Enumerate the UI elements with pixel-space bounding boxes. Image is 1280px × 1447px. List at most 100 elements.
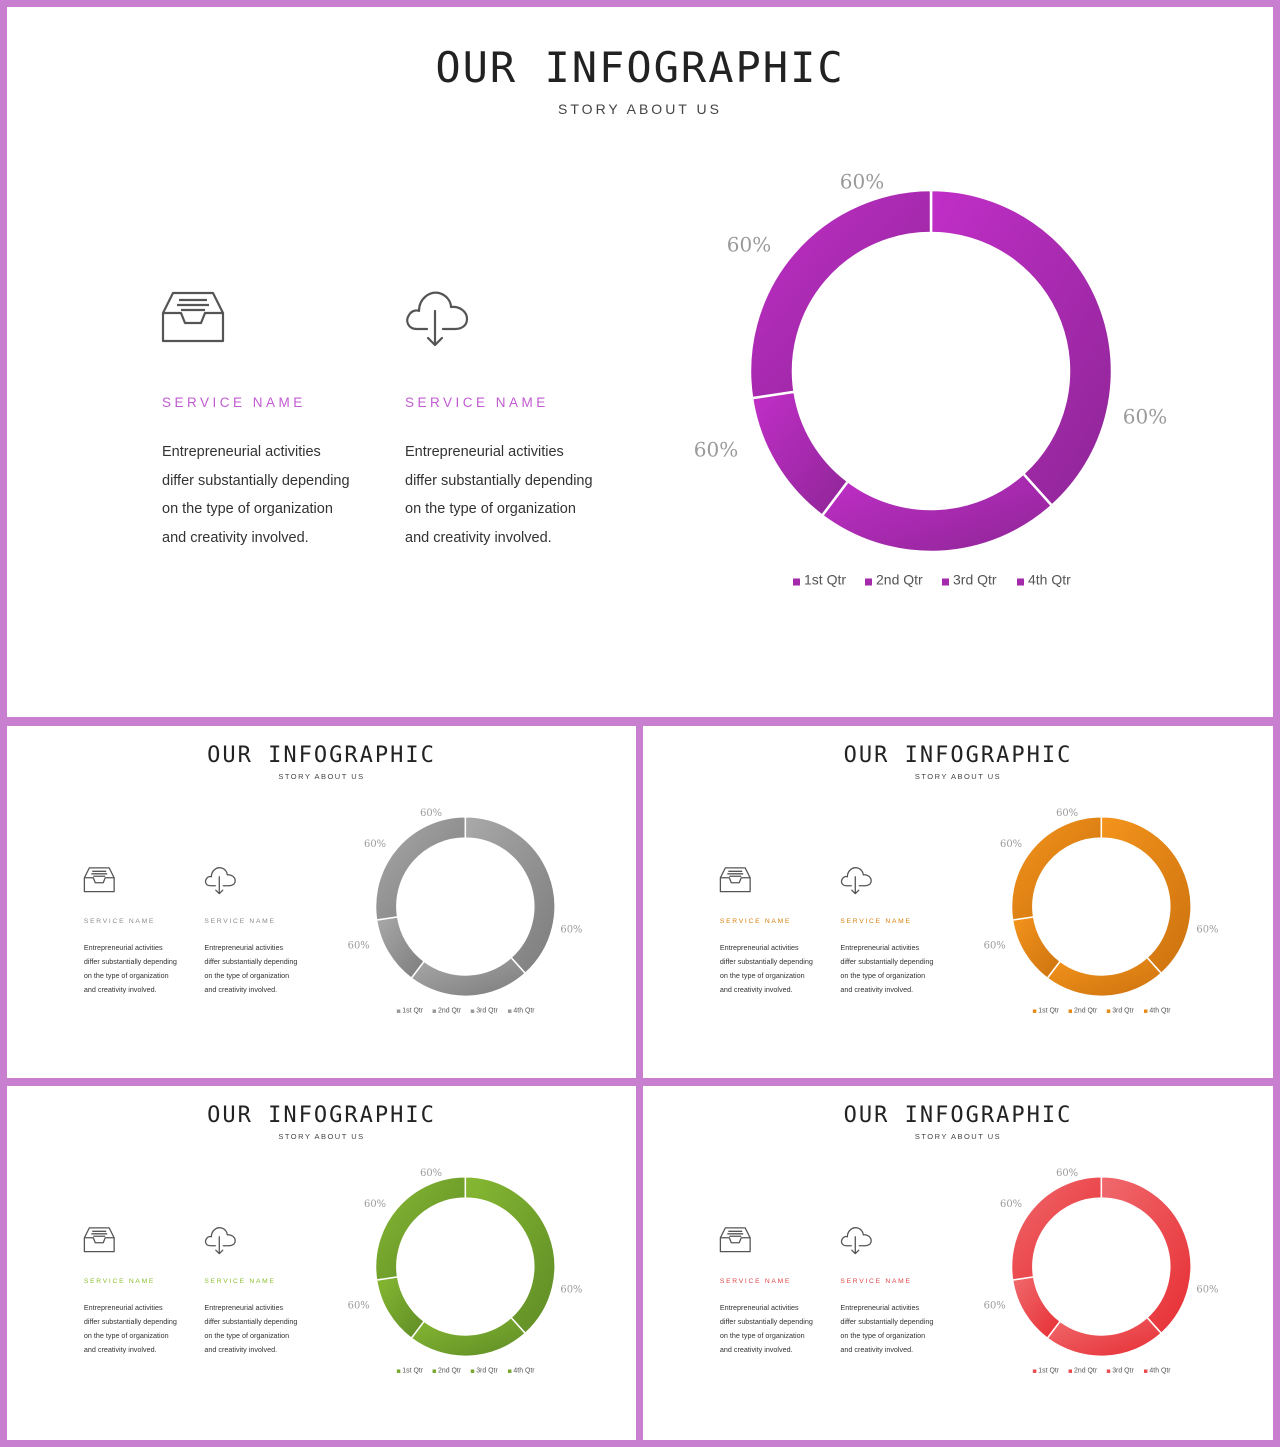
data-label: 60% (1123, 405, 1167, 429)
data-label: 60% (1196, 924, 1218, 935)
legend-swatch (1143, 1009, 1148, 1013)
service-description-line: differ substantially depending (204, 956, 298, 966)
service-description-line: and creativity involved. (840, 985, 914, 995)
legend-label: 1st Qtr (402, 1008, 424, 1015)
service-description-line: on the type of organization (840, 971, 926, 981)
legend-swatch (432, 1009, 437, 1013)
legend-label: 2nd Qtr (438, 1368, 462, 1375)
service-description-line: on the type of organization (162, 501, 333, 517)
data-label: 60% (420, 1168, 442, 1179)
service-description-line: Entrepreneurial activities (719, 1302, 799, 1312)
data-label: 60% (348, 941, 370, 952)
legend-swatch (1143, 1369, 1148, 1373)
donut-slice-3rd-qtr (1010, 816, 1103, 921)
service-description-line: differ substantially depending (719, 1316, 813, 1326)
service-description-line: on the type of organization (83, 971, 169, 981)
donut-slice-2nd-qtr (1011, 915, 1062, 980)
data-label: 60% (694, 438, 738, 462)
legend-label: 2nd Qtr (438, 1008, 462, 1015)
donut-slice-4th-qtr (464, 1176, 556, 1335)
donut-chart: 60% 60% 60% 60% 1st Qtr 2nd Qtr 3rd Qtr 4th Qtr (83, 808, 582, 1015)
service-description-line: and creativity involved. (719, 1345, 793, 1355)
service-description-line: differ substantially depending (719, 956, 813, 966)
inbox-tray-icon (83, 1227, 115, 1253)
donut-slice-4th-qtr (1100, 1176, 1192, 1335)
service-description-line: Entrepreneurial activities (719, 942, 799, 952)
legend-swatch (396, 1369, 401, 1373)
legend-swatch (1106, 1009, 1111, 1013)
service-description-line: differ substantially depending (204, 1316, 298, 1326)
donut-slice-1st-qtr (410, 1316, 527, 1357)
legend-label: 4th Qtr (513, 1368, 535, 1375)
page-subtitle: STORY ABOUT US (914, 772, 1002, 781)
service-description-line: differ substantially depending (162, 472, 350, 489)
legend-swatch (1032, 1009, 1037, 1013)
donut-slice-3rd-qtr (374, 1176, 467, 1281)
cloud-download-icon (406, 291, 469, 347)
slide-red: OUR INFOGRAPHIC STORY ABOUT US SERVICE NAM… (643, 1086, 1273, 1440)
data-label: 60% (1000, 839, 1022, 850)
legend-label: 4th Qtr (1028, 572, 1071, 588)
service-name: SERVICE NAME (840, 1278, 912, 1286)
service-description-line: and creativity involved. (204, 985, 278, 995)
donut-chart: 60% 60% 60% 60% 1st Qtr 2nd Qtr 3rd Qtr 4th Qtr (719, 1168, 1218, 1375)
service-description-line: Entrepreneurial activities (840, 1302, 920, 1312)
service-description-line: on the type of organization (405, 501, 576, 517)
donut-slice-1st-qtr (1046, 1316, 1163, 1357)
page-subtitle: STORY ABOUT US (914, 1132, 1002, 1141)
data-label: 60% (840, 170, 884, 194)
donut-slice-4th-qtr (464, 816, 556, 975)
data-label: 60% (1056, 808, 1078, 819)
service-name: SERVICE NAME (204, 918, 276, 926)
data-label: 60% (420, 808, 442, 819)
data-label: 60% (364, 1199, 386, 1210)
legend-swatch (1068, 1369, 1073, 1373)
service-description-line: differ substantially depending (840, 956, 934, 966)
page-title: OUR INFOGRAPHIC (207, 1103, 436, 1128)
service-description-line: and creativity involved. (719, 985, 793, 995)
page-title: OUR INFOGRAPHIC (207, 743, 436, 768)
donut-slice-4th-qtr (929, 188, 1114, 508)
service-description-line: Entrepreneurial activities (83, 942, 163, 952)
cloud-download-icon (204, 867, 236, 895)
legend-swatch (507, 1009, 512, 1013)
service-description-line: on the type of organization (83, 1331, 169, 1341)
service-name: SERVICE NAME (405, 395, 549, 410)
legend-label: 3rd Qtr (1112, 1368, 1134, 1375)
legend-label: 3rd Qtr (953, 572, 997, 588)
service-description-line: Entrepreneurial activities (83, 1302, 163, 1312)
inbox-tray-icon (719, 867, 751, 893)
service-name: SERVICE NAME (840, 918, 912, 926)
service-name: SERVICE NAME (719, 1278, 792, 1286)
cloud-download-icon (204, 1227, 236, 1255)
legend-label: 3rd Qtr (476, 1008, 498, 1015)
legend-swatch (1106, 1369, 1111, 1373)
slide-green: OUR INFOGRAPHIC STORY ABOUT US SERVICE NAM… (7, 1086, 636, 1440)
service-description-line: differ substantially depending (405, 472, 593, 489)
service-description-line: and creativity involved. (204, 1345, 278, 1355)
data-label: 60% (348, 1301, 370, 1312)
service-description-line: on the type of organization (719, 1331, 805, 1341)
legend-label: 1st Qtr (1038, 1368, 1060, 1375)
page-title: OUR INFOGRAPHIC (843, 1103, 1073, 1128)
service-description-line: and creativity involved. (162, 529, 309, 546)
legend-swatch (865, 578, 872, 586)
legend-swatch (432, 1369, 437, 1373)
legend-label: 2nd Qtr (876, 572, 923, 588)
data-label: 60% (1056, 1168, 1078, 1179)
service-description-line: and creativity involved. (83, 985, 157, 995)
service-description-line: on the type of organization (204, 971, 290, 981)
data-label: 60% (364, 839, 386, 850)
page-title: OUR INFOGRAPHIC (843, 743, 1073, 768)
service-description-line: Entrepreneurial activities (204, 1302, 284, 1312)
data-label: 60% (1196, 1284, 1218, 1295)
legend-swatch (1017, 578, 1024, 586)
donut-slice-1st-qtr (820, 471, 1054, 554)
service-description-line: differ substantially depending (83, 1316, 177, 1326)
legend-label: 1st Qtr (804, 572, 846, 588)
donut-chart: 60% 60% 60% 60% 1st Qtr 2nd Qtr 3rd Qtr 4th Qtr (161, 170, 1167, 588)
donut-slice-2nd-qtr (750, 390, 850, 518)
donut-chart: 60% 60% 60% 60% 1st Qtr 2nd Qtr 3rd Qtr 4th Qtr (719, 808, 1218, 1015)
legend-label: 1st Qtr (402, 1368, 424, 1375)
service-description-line: Entrepreneurial activities (162, 444, 321, 460)
